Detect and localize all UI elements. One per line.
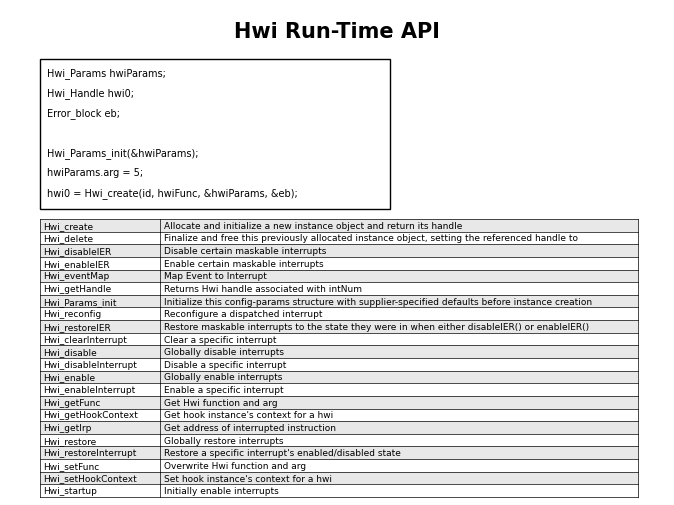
Text: Enable certain maskable interrupts: Enable certain maskable interrupts [164, 259, 324, 268]
Text: Hwi_setFunc: Hwi_setFunc [43, 461, 99, 470]
Text: Finalize and free this previously allocated instance object, setting the referen: Finalize and free this previously alloca… [164, 234, 578, 243]
Text: Hwi_getFunc: Hwi_getFunc [43, 398, 100, 407]
Text: Reconfigure a dispatched interrupt: Reconfigure a dispatched interrupt [164, 310, 322, 319]
Bar [40, 409, 638, 421]
Text: Enable a specific interrupt: Enable a specific interrupt [164, 385, 284, 394]
Bar [40, 245, 638, 258]
Bar [40, 421, 638, 434]
Text: Get address of interrupted instruction: Get address of interrupted instruction [164, 423, 336, 432]
Text: Hwi_clearInterrupt: Hwi_clearInterrupt [43, 335, 127, 344]
Text: Restore a specific interrupt's enabled/disabled state: Restore a specific interrupt's enabled/d… [164, 448, 401, 458]
Text: Hwi_create: Hwi_create [43, 221, 93, 230]
Text: Hwi_restore: Hwi_restore [43, 436, 96, 445]
Bar [40, 232, 638, 245]
Text: Returns Hwi handle associated with intNum: Returns Hwi handle associated with intNu… [164, 284, 362, 293]
Bar [40, 295, 638, 308]
Text: Hwi_disableIER: Hwi_disableIER [43, 246, 111, 256]
Bar [40, 446, 638, 459]
Text: Hwi_disableInterrupt: Hwi_disableInterrupt [43, 360, 137, 369]
Text: Hwi Run-Time API: Hwi Run-Time API [234, 22, 440, 42]
Text: Hwi_startup: Hwi_startup [43, 486, 97, 495]
Bar [40, 308, 638, 321]
Text: Allocate and initialize a new instance object and return its handle: Allocate and initialize a new instance o… [164, 221, 462, 230]
Text: hwi0 = Hwi_create(id, hwiFunc, &hwiParams, &eb);: hwi0 = Hwi_create(id, hwiFunc, &hwiParam… [47, 188, 298, 198]
Text: hwiParams.arg = 5;: hwiParams.arg = 5; [47, 168, 143, 178]
Text: Hwi_getHandle: Hwi_getHandle [43, 284, 111, 293]
Bar [40, 396, 638, 409]
Text: Hwi_enable: Hwi_enable [43, 373, 95, 382]
Bar [40, 333, 638, 346]
Text: Clear a specific interrupt: Clear a specific interrupt [164, 335, 276, 344]
Text: Hwi_Params hwiParams;: Hwi_Params hwiParams; [47, 68, 166, 79]
Text: Restore maskable interrupts to the state they were in when either disableIER() o: Restore maskable interrupts to the state… [164, 322, 589, 331]
Bar [40, 321, 638, 333]
Bar [40, 484, 638, 497]
Bar [40, 283, 638, 295]
Bar [40, 459, 638, 472]
Bar [40, 60, 390, 210]
Text: Hwi_enableInterrupt: Hwi_enableInterrupt [43, 385, 135, 394]
Text: Set hook instance's context for a hwi: Set hook instance's context for a hwi [164, 474, 332, 483]
Text: Hwi_reconfig: Hwi_reconfig [43, 310, 101, 319]
Text: Globally enable interrupts: Globally enable interrupts [164, 373, 282, 382]
Text: Hwi_Params_init: Hwi_Params_init [43, 297, 117, 306]
Text: Overwrite Hwi function and arg: Overwrite Hwi function and arg [164, 461, 306, 470]
Bar [40, 434, 638, 446]
Text: Hwi_Handle hwi0;: Hwi_Handle hwi0; [47, 88, 134, 98]
Text: Disable a specific interrupt: Disable a specific interrupt [164, 360, 286, 369]
Bar [40, 270, 638, 283]
Bar [40, 346, 638, 358]
Text: Error_block eb;: Error_block eb; [47, 108, 120, 119]
Bar [40, 472, 638, 484]
Text: Hwi_enableIER: Hwi_enableIER [43, 259, 110, 268]
Text: Hwi_restoreIER: Hwi_restoreIER [43, 322, 111, 331]
Text: Hwi_delete: Hwi_delete [43, 234, 93, 243]
Text: Globally restore interrupts: Globally restore interrupts [164, 436, 284, 445]
Text: Hwi_setHookContext: Hwi_setHookContext [43, 474, 137, 483]
Bar [40, 383, 638, 396]
Text: Hwi_disable: Hwi_disable [43, 347, 97, 357]
Text: Hwi_getHookContext: Hwi_getHookContext [43, 411, 138, 420]
Text: Get Hwi function and arg: Get Hwi function and arg [164, 398, 278, 407]
Text: Initially enable interrupts: Initially enable interrupts [164, 486, 279, 495]
Text: Initialize this config-params structure with supplier-specified defaults before : Initialize this config-params structure … [164, 297, 592, 306]
Text: Disable certain maskable interrupts: Disable certain maskable interrupts [164, 246, 326, 256]
Text: Map Event to Interrupt: Map Event to Interrupt [164, 272, 267, 281]
Bar [40, 371, 638, 383]
Bar [40, 358, 638, 371]
Text: Hwi_getIrp: Hwi_getIrp [43, 423, 92, 432]
Text: Globally disable interrupts: Globally disable interrupts [164, 347, 284, 357]
Text: Get hook instance's context for a hwi: Get hook instance's context for a hwi [164, 411, 333, 420]
Text: Hwi_eventMap: Hwi_eventMap [43, 272, 109, 281]
Text: Hwi_Params_init(&hwiParams);: Hwi_Params_init(&hwiParams); [47, 147, 199, 159]
Bar [40, 220, 638, 232]
Bar [40, 258, 638, 270]
Text: Hwi_restoreInterrupt: Hwi_restoreInterrupt [43, 448, 136, 458]
